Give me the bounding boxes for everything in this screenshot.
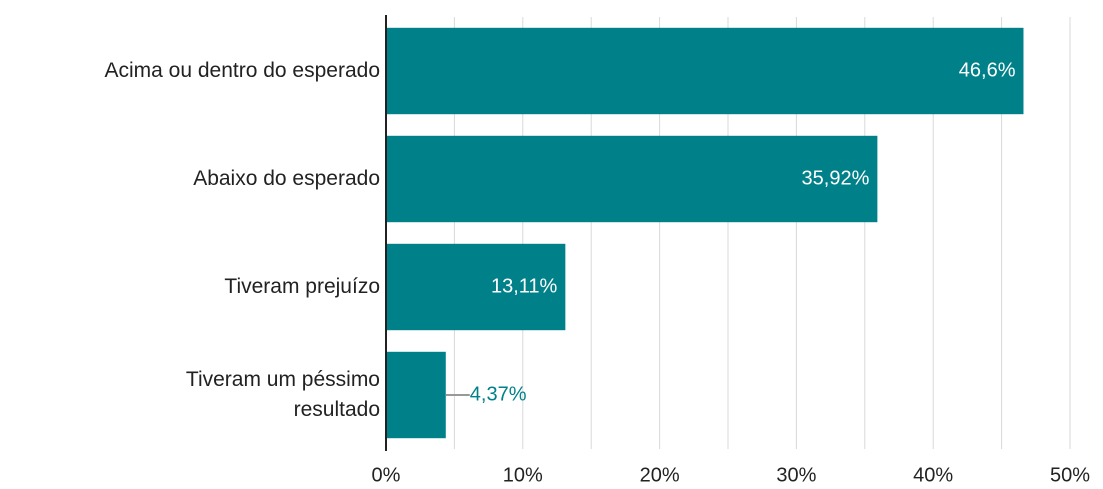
bar bbox=[386, 135, 878, 223]
data-label: 46,6% bbox=[959, 59, 1016, 81]
bar bbox=[386, 351, 446, 439]
y-tick-label: Tiveram prejuízo bbox=[224, 275, 380, 298]
x-tick-label: 50% bbox=[1050, 464, 1090, 486]
x-tick-label: 40% bbox=[913, 464, 953, 486]
data-label: 13,11% bbox=[491, 275, 558, 297]
data-label: 35,92% bbox=[802, 167, 870, 189]
bar bbox=[386, 243, 566, 331]
x-tick-label: 10% bbox=[503, 464, 543, 486]
x-tick-label: 0% bbox=[372, 464, 401, 486]
data-label: 4,37% bbox=[470, 383, 527, 405]
y-tick-label: Abaixo do esperado bbox=[193, 167, 380, 190]
y-tick-label: Acima ou dentro do esperado bbox=[104, 59, 380, 82]
bar bbox=[386, 27, 1024, 115]
x-tick-label: 30% bbox=[776, 464, 816, 486]
x-tick-label: 20% bbox=[640, 464, 680, 486]
y-tick-label: Tiveram um péssimo resultado bbox=[185, 368, 380, 421]
